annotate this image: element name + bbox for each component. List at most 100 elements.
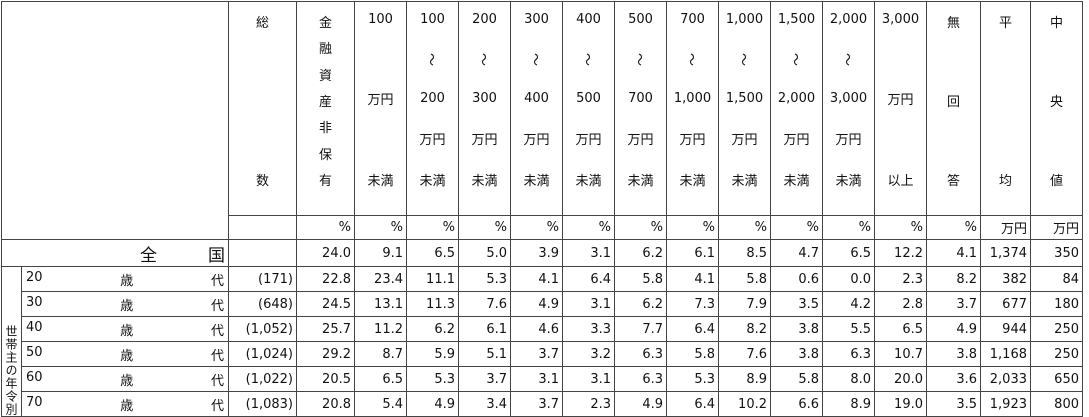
value-cell: 3.8 [771, 342, 823, 367]
value-cell: 6.5 [823, 240, 875, 267]
header-stack: 無回答 [927, 12, 980, 189]
value-cell: 25.7 [297, 317, 355, 342]
header-text: 2,000 [830, 12, 867, 27]
unit-cell: % [355, 216, 407, 240]
header-stack: 金融資産非保有 [297, 12, 354, 189]
value-cell: 1,168 [981, 342, 1031, 367]
header-text: 400 [576, 12, 601, 27]
age-label-part: 歳 [120, 395, 133, 414]
value-cell: 3.4 [459, 392, 511, 417]
row-label: 全 国 [2, 240, 229, 267]
value-cell: 382 [981, 267, 1031, 292]
value-cell: 3.7 [459, 367, 511, 392]
value-cell: 3.6 [927, 367, 981, 392]
value-cell: 5.4 [355, 392, 407, 417]
value-cell: 7.3 [667, 292, 719, 317]
value-cell: 4.9 [511, 292, 563, 317]
age-label-part: 60 [26, 370, 43, 389]
value-cell: 7.6 [459, 292, 511, 317]
header-text: 中 [1050, 12, 1063, 31]
value-cell: 9.1 [355, 240, 407, 267]
header-text: 均 [999, 170, 1012, 189]
value-cell: 13.1 [355, 292, 407, 317]
value-cell: 7.9 [719, 292, 771, 317]
value-cell: 84 [1031, 267, 1083, 292]
count-cell: (1,052) [229, 317, 297, 342]
value-cell: 8.5 [719, 240, 771, 267]
value-cell: 3.1 [563, 367, 615, 392]
value-cell: 2,033 [981, 367, 1031, 392]
header-text: 未満 [471, 170, 497, 189]
value-cell: 3.3 [563, 317, 615, 342]
age-label-part: 20 [26, 270, 43, 289]
value-cell: 677 [981, 292, 1031, 317]
header-stack: 平均 [981, 12, 1030, 189]
value-cell: 6.4 [667, 317, 719, 342]
header-text: 万円 [419, 129, 445, 148]
value-cell: 6.5 [875, 317, 927, 342]
count-cell: (1,083) [229, 392, 297, 417]
column-header: 平均 [981, 2, 1031, 216]
value-cell: 5.0 [459, 240, 511, 267]
value-cell: 8.0 [823, 367, 875, 392]
value-cell: 3.7 [927, 292, 981, 317]
header-text: 万円 [627, 129, 653, 148]
value-cell: 6.5 [407, 240, 459, 267]
value-cell: 3.1 [511, 367, 563, 392]
unit-cell: % [459, 216, 511, 240]
unit-cell: 万円 [1031, 216, 1083, 240]
value-cell: 250 [1031, 317, 1083, 342]
value-cell: 3.8 [771, 317, 823, 342]
header-text: 未満 [523, 170, 549, 189]
value-cell: 5.8 [719, 267, 771, 292]
header-text: 万円 [575, 129, 601, 148]
column-header: 中央値 [1031, 2, 1083, 216]
age-label-part: 40 [26, 320, 43, 339]
page: {"header":{"columns":[["総","数"],["金","融"… [0, 1, 1089, 408]
value-cell: 3.5 [771, 292, 823, 317]
header-text: 万円 [471, 129, 497, 148]
unit-cell [229, 216, 297, 240]
value-cell: 944 [981, 317, 1031, 342]
header-text: 未満 [367, 170, 393, 189]
age-label-part: 50 [26, 345, 43, 364]
age-label-part: 代 [211, 320, 224, 339]
age-label-part: 代 [211, 370, 224, 389]
unit-cell: % [771, 216, 823, 240]
header-text: 300 [524, 12, 549, 27]
value-cell: 8.7 [355, 342, 407, 367]
header-text: ～ [683, 52, 702, 65]
header-text: 有 [319, 170, 332, 189]
value-cell: 5.5 [823, 317, 875, 342]
value-cell: 6.2 [615, 292, 667, 317]
header-text: 500 [628, 12, 653, 27]
header-text: 1,500 [726, 91, 763, 106]
column-header: 金融資産非保有 [297, 2, 355, 216]
header-text: 200 [472, 12, 497, 27]
value-cell: 6.4 [667, 392, 719, 417]
value-cell: 8.9 [719, 367, 771, 392]
header-text: 1,000 [726, 12, 763, 27]
header-text: 平 [999, 12, 1012, 31]
header-text: ～ [839, 52, 858, 65]
header-text: 万円 [523, 129, 549, 148]
header-text: 未満 [731, 170, 757, 189]
